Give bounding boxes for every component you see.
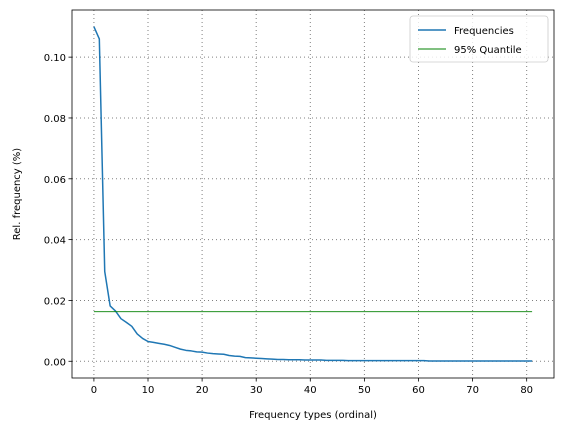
legend-label-frequencies: Frequencies <box>454 26 514 37</box>
x-tick-label: 10 <box>142 385 155 396</box>
series-layer <box>93 26 533 362</box>
x-tick-label: 80 <box>520 385 533 396</box>
grid-lines <box>72 10 554 378</box>
y-tick-label: 0.04 <box>44 236 66 247</box>
y-tick-label: 0.08 <box>44 114 66 125</box>
y-tick-label: 0.02 <box>44 296 66 307</box>
y-tick-label: 0.00 <box>44 357 66 368</box>
legend-label-quantile: 95% Quantile <box>454 45 522 56</box>
x-axis-label: Frequency types (ordinal) <box>249 410 377 421</box>
x-axis-ticks: 0 10 20 30 40 50 60 70 80 <box>91 378 533 396</box>
x-tick-label: 60 <box>412 385 425 396</box>
x-tick-label: 40 <box>304 385 317 396</box>
y-tick-label: 0.06 <box>44 175 66 186</box>
x-tick-label: 50 <box>358 385 371 396</box>
x-tick-label: 0 <box>91 385 97 396</box>
legend-box <box>409 15 549 63</box>
plot-frame <box>71 9 555 379</box>
y-tick-label: 0.10 <box>44 53 66 64</box>
legend: Frequencies 95% Quantile <box>409 15 549 63</box>
x-tick-label: 30 <box>250 385 263 396</box>
series-frequencies-line <box>93 26 533 362</box>
x-tick-label: 20 <box>196 385 209 396</box>
y-axis-ticks: 0.00 0.02 0.04 0.06 0.08 0.10 <box>44 53 72 368</box>
y-axis-label: Rel. frequency (%) <box>12 148 23 241</box>
x-tick-label: 70 <box>466 385 479 396</box>
